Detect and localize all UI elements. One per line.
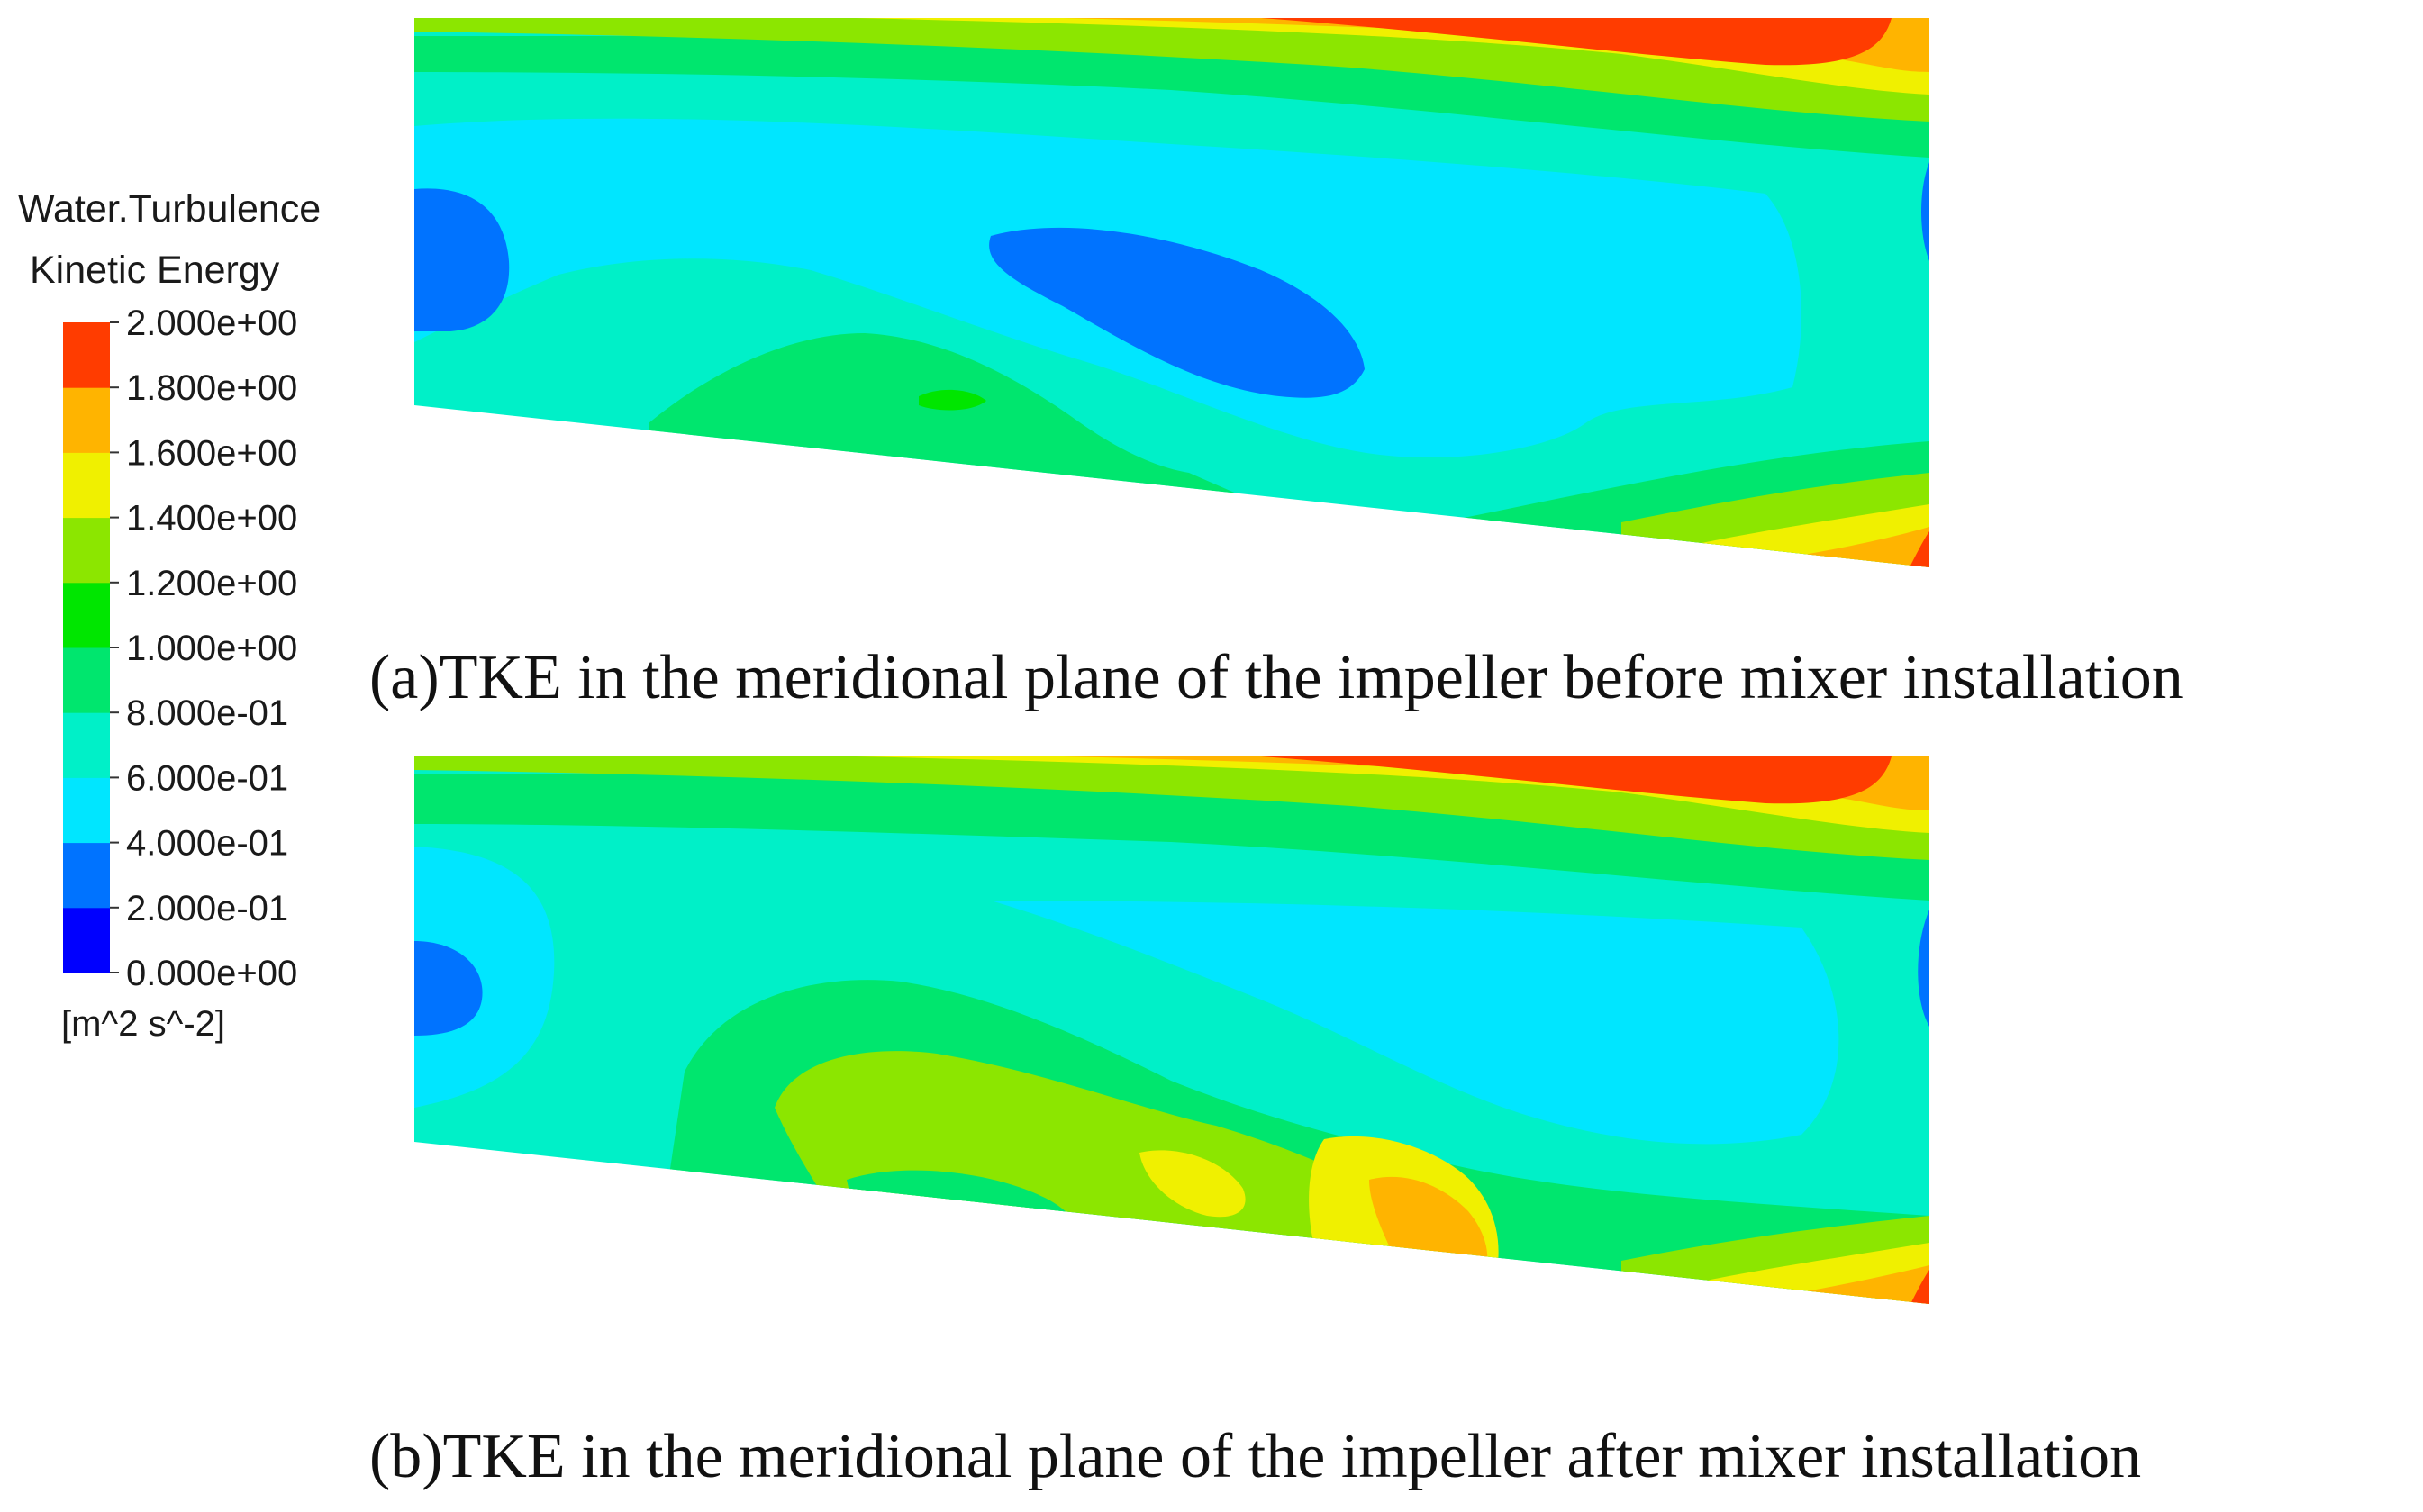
caption-panel-a: (a)TKE in the meridional plane of the im… [369,643,2183,712]
color-legend: Water.Turbulence Kinetic Energy 2.000e+0… [18,187,321,1044]
legend-color-level-3 [63,712,110,778]
legend-tick-label: 1.000e+00 [126,629,297,668]
contour-b-cyan-left [414,847,555,1108]
contour-b-yellow-left [1139,1150,1246,1218]
legend-tick-label: 2.000e-01 [126,889,288,928]
contour-b-cyan-upper-right [991,901,1839,1145]
legend-title-line2: Kinetic Energy [30,249,280,292]
contour-a-red-upper [1261,18,1892,66]
legend-color-level-9 [63,322,110,388]
legend-tick-label: 1.600e+00 [126,433,297,473]
legend-color-level-4 [63,647,110,713]
legend-color-level-1 [63,842,110,909]
legend-tick-label: 4.000e-01 [126,824,288,864]
legend-color-level-2 [63,777,110,844]
legend-ticks: 2.000e+00 1.800e+00 1.600e+00 1.400e+00 1.20… [110,303,297,993]
contour-a-green-blob [919,389,986,411]
contour-b-blue-left [414,941,483,1036]
contour-b-red-upper [1261,756,1892,804]
legend-color-level-0 [63,907,110,973]
legend-tick-label: 1.400e+00 [126,499,297,539]
contour-a-blue-left [414,188,510,331]
legend-color-level-5 [63,582,110,648]
legend-tick-label: 8.000e-01 [126,693,288,733]
legend-tick-label: 0.000e+00 [126,954,297,993]
legend-tick-label: 1.200e+00 [126,564,297,603]
contour-b-blue-edge [1918,910,1929,1027]
legend-color-level-6 [63,517,110,584]
legend-color-level-8 [63,387,110,453]
contour-panel-a [414,18,1929,567]
legend-tick-label: 2.000e+00 [126,303,297,343]
legend-tick-label: 1.800e+00 [126,368,297,408]
contour-panel-b [414,756,1929,1304]
legend-color-bar [63,322,110,973]
contour-a-red-right [1905,531,1929,567]
caption-panel-b: (b)TKE in the meridional plane of the im… [369,1422,2141,1491]
legend-unit: [m^2 s^-2] [61,1004,225,1044]
contour-a-blue-center [989,227,1365,398]
legend-color-level-7 [63,452,110,519]
legend-title-line1: Water.Turbulence [18,187,321,231]
legend-tick-label: 6.000e-01 [126,758,288,798]
contour-a-blue-edge [1921,162,1929,261]
